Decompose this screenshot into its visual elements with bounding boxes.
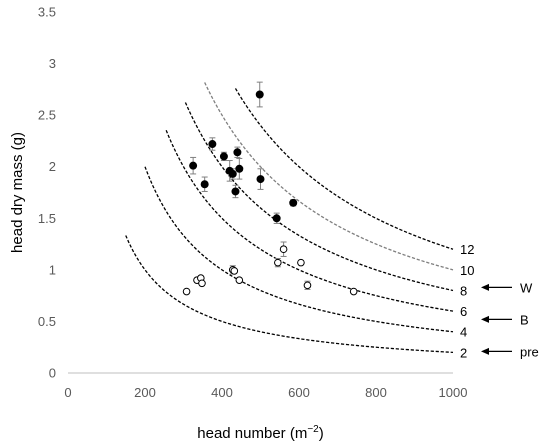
x-axis-title-main: head number (m (197, 425, 307, 442)
iso-curve-label: 8 (460, 283, 467, 298)
y-tick-label: 2 (49, 159, 56, 174)
x-axis-title-close: ) (319, 425, 324, 442)
point-open (297, 258, 305, 267)
point-open (279, 245, 288, 254)
y-tick-label: 0 (49, 366, 56, 381)
point-filled (272, 214, 281, 223)
point-filled (219, 152, 228, 161)
point-filled (289, 198, 298, 207)
iso-curve-label: 12 (460, 242, 474, 257)
y-axis-title: head dry mass (g) (9, 132, 26, 253)
iso-curve (144, 166, 454, 333)
point-filled (235, 164, 244, 173)
x-tick-label: 600 (288, 385, 310, 400)
point-filled (255, 90, 264, 99)
point-open (182, 287, 191, 296)
x-axis-title-superscript: −2 (307, 424, 319, 435)
iso-curve-label: 10 (460, 263, 474, 278)
y-tick-label: 2.5 (38, 108, 56, 123)
point-filled (208, 140, 217, 149)
point-filled (233, 148, 242, 157)
point-filled (228, 169, 237, 178)
y-tick-labels: 0 0.5 1 1.5 2 2.5 3 3.5 (38, 5, 56, 381)
point-open (303, 281, 312, 290)
point-filled (231, 187, 240, 196)
iso-curve (234, 88, 454, 250)
point-filled (200, 180, 209, 189)
annotation-arrow-head (481, 347, 489, 355)
point-open (349, 287, 358, 296)
point-open (230, 267, 239, 275)
x-axis-title: head number (m−2) (197, 424, 323, 442)
annotation-arrow-head (481, 315, 489, 323)
x-tick-labels: 0 200 400 600 800 1000 (64, 385, 467, 400)
y-tick-label: 3 (49, 56, 56, 71)
x-tick-label: 1000 (439, 385, 468, 400)
iso-curve (204, 82, 454, 271)
annotation-arrow-head (481, 283, 489, 291)
iso-curve-label: 4 (460, 325, 467, 340)
iso-curve-label: 2 (460, 345, 467, 360)
point-open (274, 258, 282, 267)
point-open (198, 279, 206, 288)
iso-curve (125, 235, 454, 354)
y-tick-label: 3.5 (38, 5, 56, 20)
data-points (182, 90, 358, 296)
point-filled (256, 175, 265, 184)
point-filled (189, 161, 198, 170)
y-tick-label: 1.5 (38, 211, 56, 226)
iso-mass-curve-labels: 2 4 6 8 10 12 (460, 242, 474, 360)
x-tick-label: 0 (64, 385, 71, 400)
annotation-label: pre (520, 344, 539, 359)
y-tick-label: 1 (49, 262, 56, 277)
x-tick-label: 800 (365, 385, 387, 400)
iso-mass-curves (125, 82, 454, 354)
y-tick-label: 0.5 (38, 314, 56, 329)
annotation-label: B (520, 312, 529, 327)
annotation-label: W (520, 280, 533, 295)
x-tick-label: 200 (134, 385, 156, 400)
point-open (235, 276, 244, 284)
iso-curve-label: 6 (460, 304, 467, 319)
iso-curve (184, 102, 454, 292)
x-tick-label: 400 (211, 385, 233, 400)
